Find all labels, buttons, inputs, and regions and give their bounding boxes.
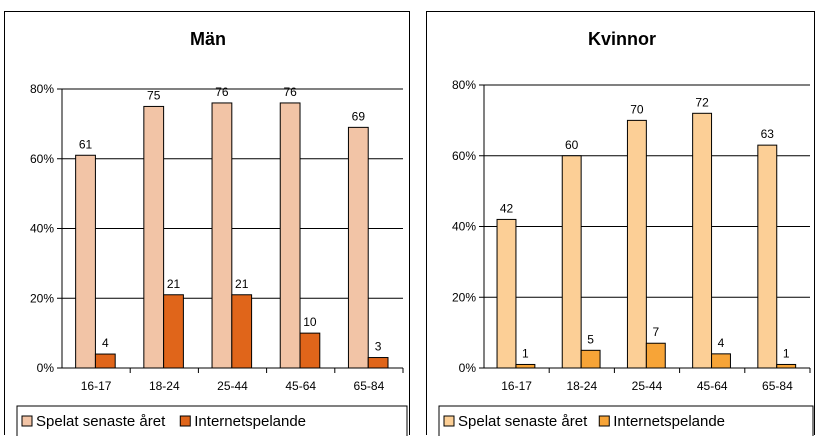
data-label: 42 <box>500 201 514 215</box>
data-label: 10 <box>303 315 317 329</box>
bar-internet <box>711 353 731 369</box>
y-tick-label: 40% <box>452 220 476 234</box>
bar-spelat <box>692 112 713 369</box>
data-label: 4 <box>102 336 109 350</box>
x-tick-label: 25-44 <box>217 379 248 393</box>
y-tick-label: 60% <box>452 149 476 163</box>
bar-spelat <box>757 144 778 369</box>
legend-swatch <box>598 415 610 427</box>
bar-spelat <box>347 126 369 369</box>
x-tick-label: 16-17 <box>501 379 532 393</box>
x-tick-label: 65-84 <box>762 379 793 393</box>
data-label: 63 <box>761 127 775 141</box>
y-tick-label: 0% <box>459 361 477 375</box>
bar-internet <box>645 342 666 369</box>
x-tick-label: 18-24 <box>566 379 597 393</box>
x-tick-label: 16-17 <box>81 379 112 393</box>
data-label: 60 <box>565 138 579 152</box>
data-label: 76 <box>215 85 229 99</box>
y-tick-label: 60% <box>30 152 54 166</box>
y-tick-label: 20% <box>452 290 476 304</box>
legend-label: Internetspelande <box>613 413 725 430</box>
data-label: 75 <box>147 88 161 102</box>
data-label: 21 <box>167 277 181 291</box>
bar-internet <box>580 349 601 369</box>
x-tick-label: 65-84 <box>354 379 385 393</box>
chart-panel-kvinnor: Kvinnor 0% 20% 40% 60% 80% 16-17 42 1 18-24 60 5 25-… <box>426 11 815 436</box>
data-label: 61 <box>79 137 93 151</box>
data-label: 69 <box>352 109 366 123</box>
chart-panel-man: Män 0% 20% 40% 60% 80% 16-17 61 4 18-24 75 21 25-44 7… <box>4 11 410 436</box>
bar-spelat <box>626 119 647 369</box>
bar-spelat <box>143 105 165 369</box>
data-label: 1 <box>783 346 790 360</box>
bar-spelat <box>496 218 517 369</box>
legend-label: Internetspelande <box>194 413 306 430</box>
chart-title: Kvinnor <box>588 29 656 49</box>
legend-swatch <box>179 415 191 427</box>
data-label: 3 <box>375 340 382 354</box>
y-tick-label: 0% <box>37 361 55 375</box>
bar-spelat <box>211 102 233 369</box>
data-label: 5 <box>587 332 594 346</box>
data-label: 1 <box>522 346 529 360</box>
y-tick-label: 80% <box>452 78 476 92</box>
bar-internet <box>231 294 253 369</box>
bar-internet <box>163 294 184 369</box>
legend-box <box>438 405 814 436</box>
x-tick-label: 18-24 <box>149 379 180 393</box>
chart-kvinnor-svg: Kvinnor 0% 20% 40% 60% 80% 16-17 42 1 18-24 60 5 25-… <box>438 29 814 436</box>
bar-internet <box>367 357 389 369</box>
x-tick-label: 45-64 <box>697 379 728 393</box>
bar-spelat <box>561 155 582 369</box>
y-tick-label: 20% <box>30 291 54 305</box>
legend-label: Spelat senaste året <box>36 413 166 430</box>
legend-swatch <box>443 415 455 427</box>
chart-man-svg: Män 0% 20% 40% 60% 80% 16-17 61 4 18-24 75 21 25-44 7… <box>16 29 408 436</box>
bar-internet <box>94 353 116 369</box>
y-tick-label: 80% <box>30 82 54 96</box>
data-label: 21 <box>235 277 249 291</box>
data-label: 76 <box>283 85 297 99</box>
data-label: 72 <box>695 95 709 109</box>
legend-swatch <box>21 415 33 427</box>
legend-box <box>16 405 408 436</box>
bar-internet <box>776 363 797 369</box>
bar-spelat <box>75 154 96 369</box>
legend-label: Spelat senaste året <box>458 413 588 430</box>
y-tick-label: 40% <box>30 222 54 236</box>
bar-internet <box>299 332 321 369</box>
data-label: 4 <box>718 336 725 350</box>
bar-internet <box>515 363 536 369</box>
data-label: 7 <box>652 325 659 339</box>
x-tick-label: 45-64 <box>285 379 316 393</box>
data-label: 70 <box>630 102 644 116</box>
chart-title: Män <box>190 29 226 49</box>
x-tick-label: 25-44 <box>632 379 663 393</box>
bar-spelat <box>279 102 301 369</box>
